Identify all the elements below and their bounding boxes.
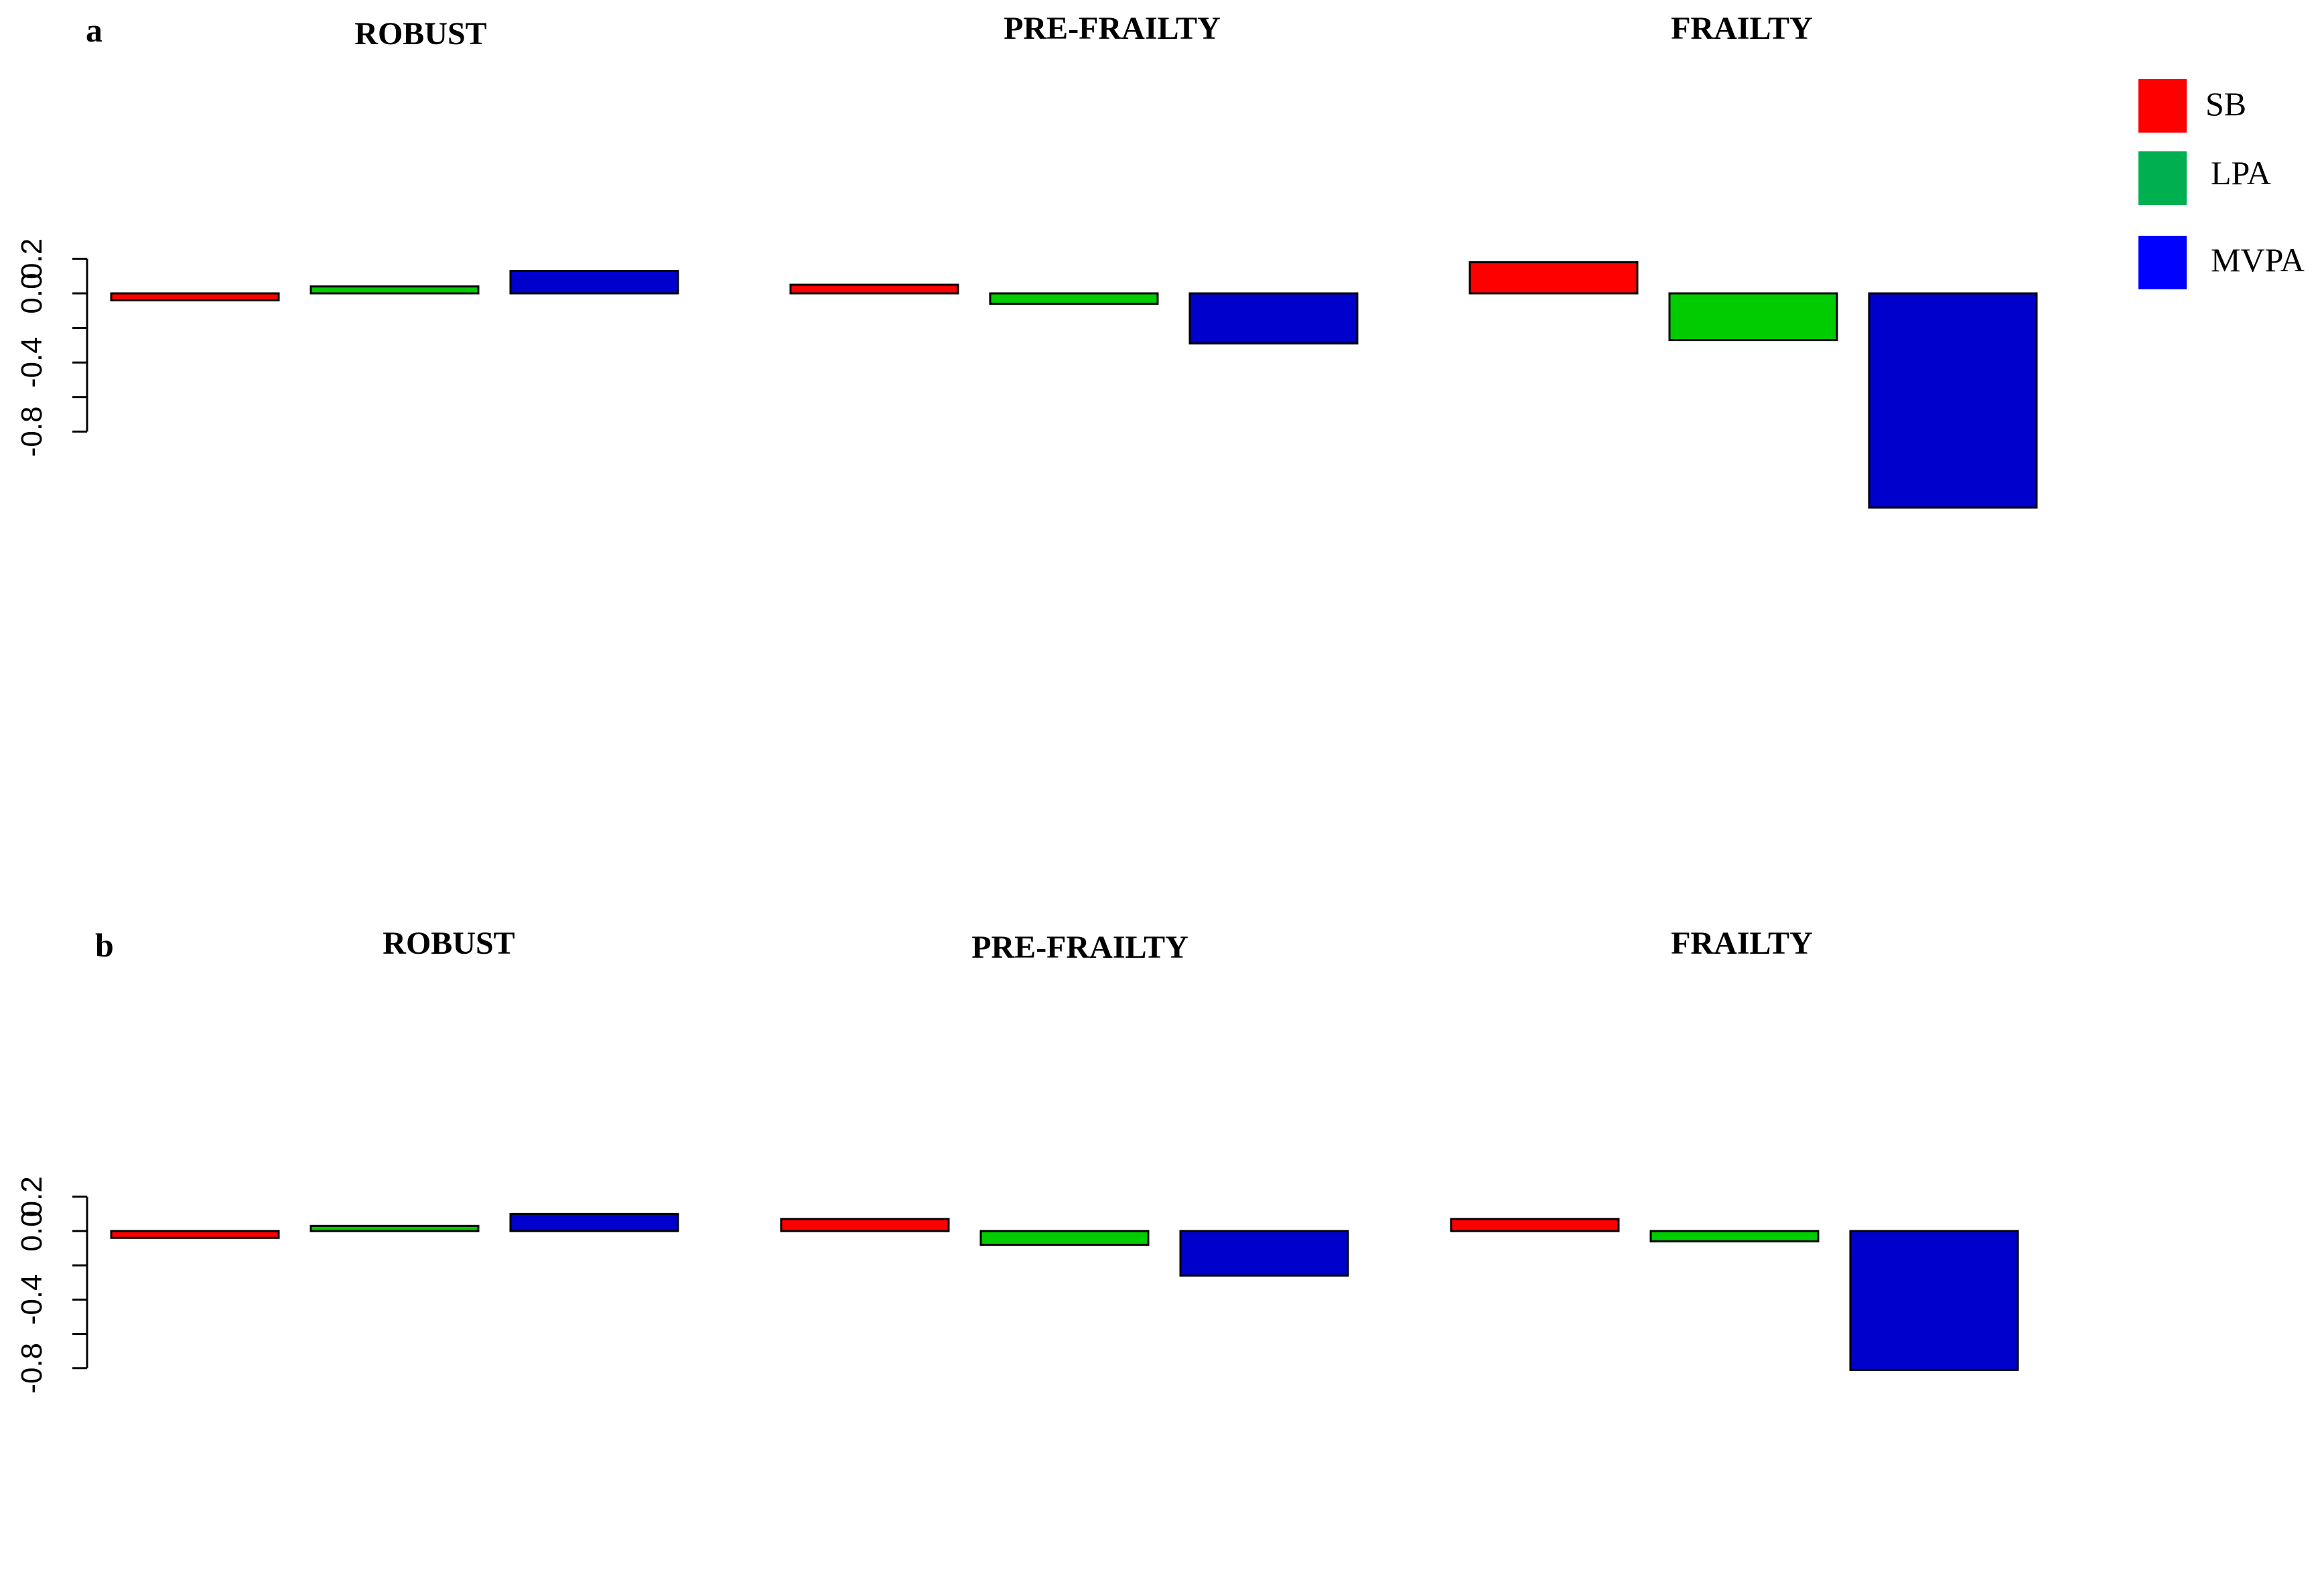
panel-a-tick-label: -0.8 <box>15 406 48 457</box>
panel-b-title-robust: ROBUST <box>383 926 515 961</box>
panel-b-bar-pre-frailty-lpa <box>979 1230 1150 1246</box>
panel-a-label: a <box>86 11 102 49</box>
panel-a: a ROBUST PRE-FRAILTY FRAILTY 0.20.0 -0.4 -… <box>15 11 2038 509</box>
panel-a-title-pre-frailty: PRE-FRAILTY <box>1004 11 1221 46</box>
panel-a-bars <box>110 261 2038 509</box>
panel-b-bar-robust-mvpa <box>509 1212 679 1232</box>
panel-b-tick-label: 0.0 <box>15 1210 48 1251</box>
legend: SB LPA MVPA <box>2138 79 2305 289</box>
panel-a-bar-pre-frailty-lpa <box>989 292 1159 305</box>
panel-a-bar-pre-frailty-mvpa <box>1188 292 1359 345</box>
legend-swatch-lpa <box>2138 151 2187 205</box>
panel-b: b ROBUST PRE-FRAILTY FRAILTY 0.20.0 -0.4 -… <box>15 926 2019 1394</box>
panel-b-y-axis: 0.20.0 -0.4 -0.8 <box>15 1176 88 1394</box>
panel-b-label: b <box>95 926 114 964</box>
panel-a-bar-robust-mvpa <box>509 269 679 295</box>
panel-b-bar-frailty-mvpa <box>1849 1230 2019 1371</box>
panel-a-tick-label: 0.2 <box>15 238 48 279</box>
panel-b-title-frailty: FRAILTY <box>1671 926 1813 961</box>
panel-b-tick-label: 0.2 <box>15 1176 48 1217</box>
panel-b-bar-robust-sb <box>110 1230 280 1239</box>
legend-label-mvpa: MVPA <box>2211 241 2305 279</box>
panel-b-title-pre-frailty: PRE-FRAILTY <box>971 930 1188 965</box>
panel-b-bar-frailty-lpa <box>1649 1230 1820 1242</box>
panel-b-tick-label: -0.8 <box>15 1343 48 1394</box>
panel-a-bar-robust-lpa <box>310 285 480 295</box>
panel-a-tick-label: 0.0 <box>15 273 48 313</box>
panel-a-bar-frailty-lpa <box>1668 292 1838 342</box>
panel-a-title-robust: ROBUST <box>354 16 486 52</box>
panel-a-bar-frailty-mvpa <box>1868 292 2038 509</box>
panel-a-bar-robust-sb <box>110 292 280 301</box>
panel-b-bar-robust-lpa <box>310 1224 480 1232</box>
panel-b-bar-pre-frailty-mvpa <box>1179 1230 1349 1277</box>
panel-a-bar-pre-frailty-sb <box>789 283 959 295</box>
panel-b-bar-pre-frailty-sb <box>780 1218 950 1232</box>
panel-b-tick-label: -0.4 <box>15 1274 48 1325</box>
panel-b-bar-frailty-sb <box>1450 1218 1620 1232</box>
panel-a-title-frailty: FRAILTY <box>1671 11 1813 46</box>
legend-swatch-mvpa <box>2138 236 2187 289</box>
legend-label-lpa: LPA <box>2211 154 2271 192</box>
panel-a-y-axis: 0.20.0 -0.4 -0.8 <box>15 238 88 457</box>
legend-label-sb: SB <box>2205 85 2246 123</box>
panel-a-tick-label: -0.4 <box>15 337 48 388</box>
panel-b-bars <box>110 1212 2019 1371</box>
legend-swatch-sb <box>2138 79 2187 133</box>
panel-a-bar-frailty-sb <box>1468 261 1639 295</box>
